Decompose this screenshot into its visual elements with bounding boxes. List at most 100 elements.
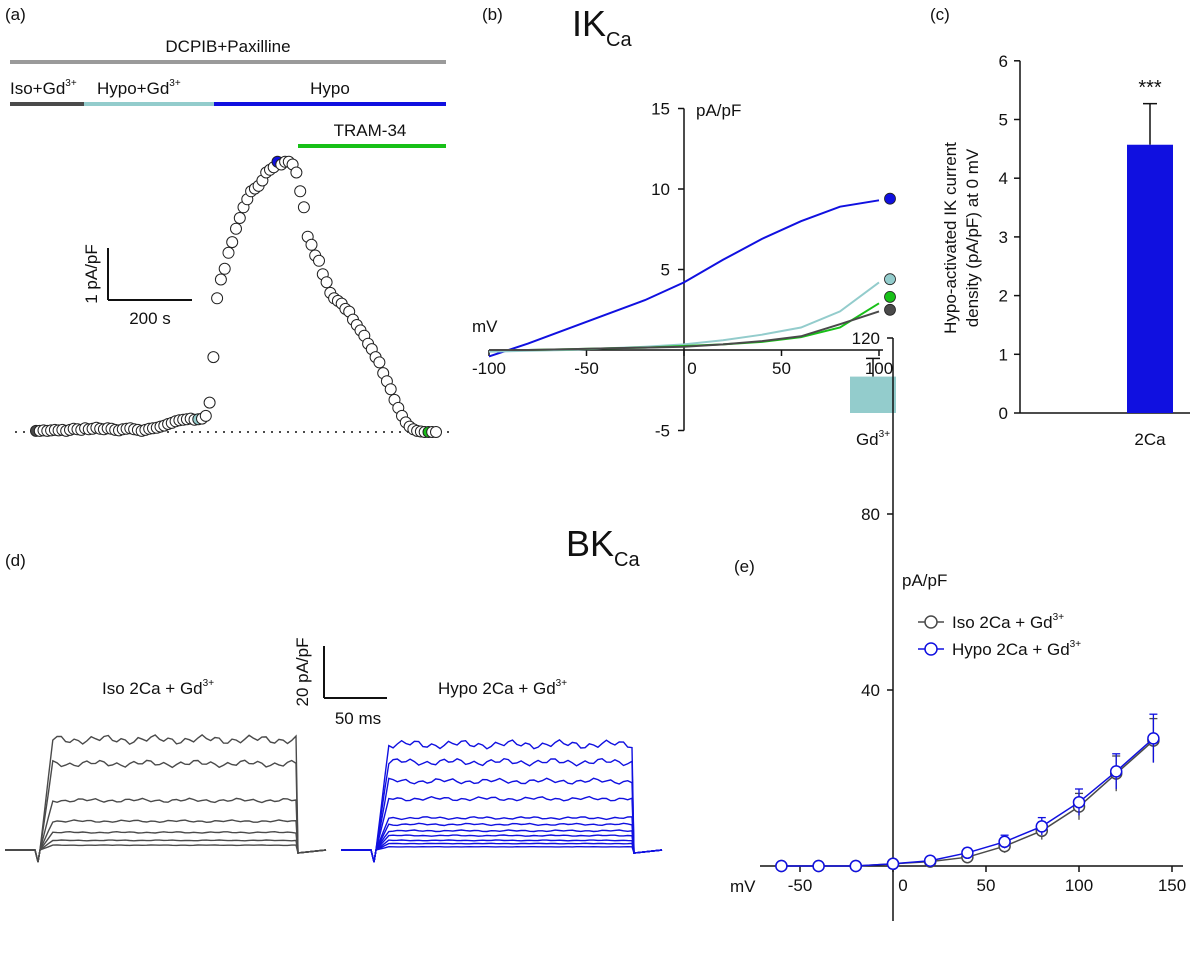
data-point bbox=[430, 426, 442, 438]
b-x-tick-label: -100 bbox=[472, 359, 506, 378]
c-category-gd: Gd3+ bbox=[856, 429, 890, 449]
b-x-axis-title: mV bbox=[472, 317, 498, 336]
current-trace bbox=[341, 816, 663, 863]
iv-end-marker-dark_gray bbox=[884, 303, 896, 316]
data-point bbox=[203, 396, 216, 409]
c-y-tick-label: 0 bbox=[999, 404, 1008, 423]
e-x-tick-label: 0 bbox=[898, 876, 907, 895]
bk-heading: BKCa bbox=[566, 523, 640, 571]
data-point bbox=[320, 276, 333, 289]
b-x-tick-label: 100 bbox=[865, 359, 893, 378]
current-trace bbox=[341, 822, 663, 863]
data-point bbox=[384, 383, 397, 396]
panel-b-traces bbox=[488, 192, 896, 358]
panel-label-e: (e) bbox=[734, 557, 755, 576]
e-x-tick-label: 50 bbox=[977, 876, 996, 895]
current-trace bbox=[341, 834, 663, 863]
b-x-tick-label: 50 bbox=[772, 359, 791, 378]
tram-34-label: TRAM-34 bbox=[334, 121, 407, 140]
scale-x-label-d: 50 ms bbox=[335, 709, 381, 728]
iso-gd-label: Iso+Gd3+ bbox=[10, 78, 77, 98]
data-point bbox=[222, 246, 235, 259]
b-x-tick-label: -50 bbox=[574, 359, 599, 378]
d-iso-label: Iso 2Ca + Gd3+ bbox=[102, 678, 214, 698]
e-point-blue bbox=[1035, 820, 1049, 833]
current-trace bbox=[5, 839, 327, 863]
panel-c-chart: 6 5 4 3 2 1 0 bbox=[850, 52, 1190, 423]
current-trace bbox=[5, 797, 327, 863]
current-trace bbox=[341, 795, 663, 863]
e-point-blue bbox=[1072, 795, 1086, 809]
c-y-tick-label: 1 bbox=[999, 345, 1008, 364]
e-y-axis-title: pA/pF bbox=[902, 571, 947, 590]
significance-stars: *** bbox=[1138, 77, 1162, 99]
e-point-blue bbox=[961, 846, 974, 860]
c-category-2ca: 2Ca bbox=[1134, 430, 1166, 449]
e-point-blue bbox=[1147, 732, 1160, 745]
c-y-label-line2: density (pA/pF) at 0 mV bbox=[963, 148, 982, 327]
current-trace bbox=[5, 819, 327, 863]
panel-label-b: (b) bbox=[482, 5, 503, 24]
data-point bbox=[305, 238, 318, 251]
d-hypo-label: Hypo 2Ca + Gd3+ bbox=[438, 678, 567, 698]
scale-x-label-a: 200 s bbox=[129, 309, 171, 328]
data-point bbox=[373, 356, 386, 369]
iv-end-marker-teal bbox=[884, 273, 896, 286]
panel-c: (c) Hypo-activated IK current density (p… bbox=[850, 5, 1190, 449]
e-legend: Iso 2Ca + Gd3+ Hypo 2Ca + Gd3+ bbox=[918, 612, 1081, 659]
b-y-tick-label: 15 bbox=[651, 100, 670, 119]
data-point bbox=[211, 292, 224, 305]
panel-a-points bbox=[30, 155, 442, 438]
e-point-blue bbox=[886, 857, 900, 871]
panel-label-d: (d) bbox=[5, 551, 26, 570]
hypo-label: Hypo bbox=[310, 79, 350, 98]
current-trace bbox=[5, 759, 327, 863]
data-point bbox=[226, 236, 239, 249]
data-point bbox=[313, 254, 325, 267]
b-y-tick-label: 5 bbox=[661, 261, 670, 280]
e-y-tick-label: 40 bbox=[861, 681, 880, 700]
current-trace bbox=[5, 830, 327, 863]
data-point bbox=[214, 273, 227, 286]
data-point bbox=[233, 212, 246, 224]
data-point bbox=[230, 222, 242, 235]
c-bar-teal bbox=[850, 376, 896, 413]
current-trace bbox=[341, 842, 663, 863]
hypo-gd-label: Hypo+Gd3+ bbox=[97, 78, 181, 98]
e-point-blue bbox=[812, 859, 825, 873]
current-trace bbox=[5, 844, 327, 863]
panel-d-traces bbox=[5, 734, 663, 863]
current-trace bbox=[5, 734, 327, 863]
c-bar-blue bbox=[1127, 144, 1173, 413]
iv-end-marker-green bbox=[884, 290, 896, 303]
current-trace bbox=[341, 739, 663, 863]
current-trace bbox=[341, 845, 663, 863]
e-x-tick-label: 150 bbox=[1158, 876, 1186, 895]
b-y-tick-label: -5 bbox=[655, 422, 670, 441]
b-y-axis-title: pA/pF bbox=[696, 101, 741, 120]
current-trace bbox=[341, 829, 663, 863]
panel-a: (a) DCPIB+Paxilline Iso+Gd3+ Hypo+Gd3+ H… bbox=[5, 5, 455, 438]
e-point-blue bbox=[1109, 765, 1123, 778]
ik-heading: IKCa bbox=[572, 3, 632, 51]
legend-hypo-label: Hypo 2Ca + Gd3+ bbox=[952, 639, 1081, 659]
panel-b: (b) IKCa pA/pF mV 15 10 5 -5 -100 -50 0 50 100 bbox=[472, 3, 896, 441]
panel-label-c: (c) bbox=[930, 5, 950, 24]
current-trace bbox=[341, 839, 663, 863]
panel-e-series bbox=[775, 713, 1160, 873]
c-y-tick-label: 6 bbox=[999, 52, 1008, 71]
iv-curve-dark_gray bbox=[489, 310, 880, 351]
e-x-tick-label: -50 bbox=[788, 876, 813, 895]
legend-iso-label: Iso 2Ca + Gd3+ bbox=[952, 612, 1064, 632]
current-trace bbox=[341, 757, 663, 863]
current-trace bbox=[341, 777, 663, 863]
e-point-blue bbox=[923, 854, 937, 867]
b-y-tick-label: 10 bbox=[651, 180, 670, 199]
data-point bbox=[290, 166, 303, 179]
panel-b-axes: 15 10 5 -5 -100 -50 0 50 100 bbox=[472, 100, 893, 441]
data-point bbox=[207, 351, 220, 364]
panel-label-a: (a) bbox=[5, 5, 26, 24]
c-y-label-line1: Hypo-activated IK current bbox=[941, 142, 960, 334]
scale-y-label-a: 1 pA/pF bbox=[82, 244, 101, 304]
